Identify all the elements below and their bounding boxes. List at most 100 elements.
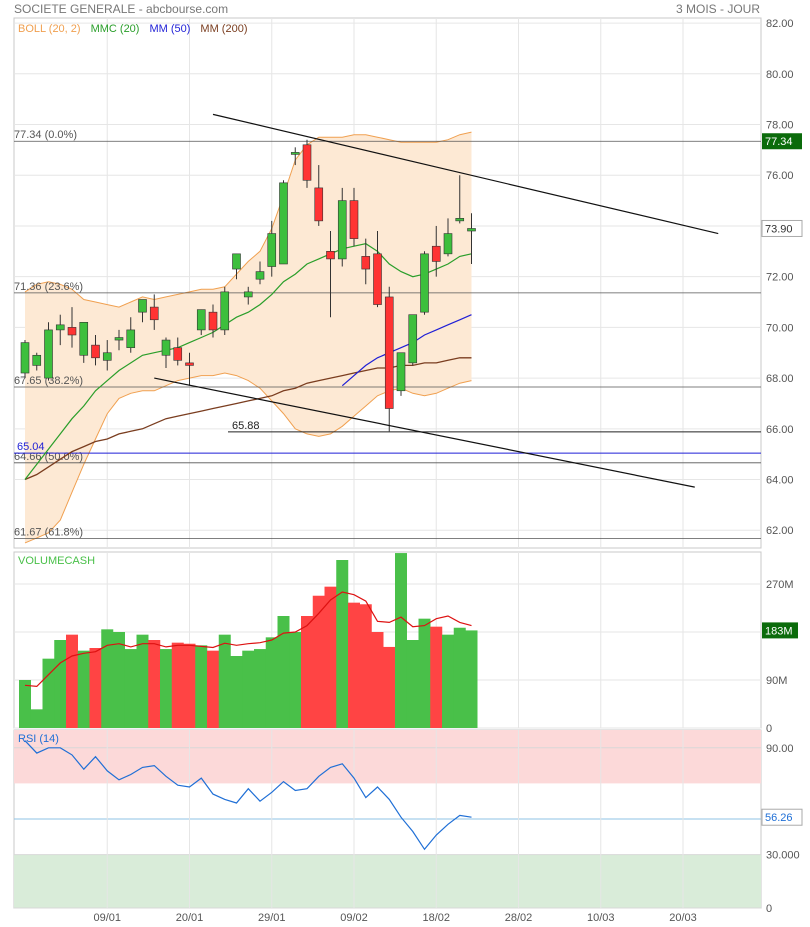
mmc20-line [24,243,472,480]
x-tick-label: 28/02 [505,912,533,924]
candle-down [326,251,335,260]
legend-mmc20: MMC (20) [91,23,140,35]
volume-bar-down [312,595,325,728]
price-tick-label: 76.00 [766,170,794,182]
last-price-badge-label: 73.90 [765,223,793,235]
volume-bar-up [124,649,137,728]
volume-bar-down [348,602,360,728]
x-tick-label: 09/02 [340,912,368,924]
volume-bar-up [101,629,114,728]
volume-tick-label: 0 [766,723,772,735]
candle-up [243,291,253,298]
volume-tick-label: 90M [766,675,787,687]
volume-bar-down [301,616,313,728]
candle-down [384,296,394,409]
volume-bar-up [406,640,419,728]
volume-bar-down [371,632,384,728]
mm50-line [341,314,472,387]
candle-up [396,352,406,392]
rsi-tick-label: 90.00 [766,743,794,755]
candle-up [126,329,136,348]
candle-up [161,339,171,356]
rsi-tick-label: 30.000 [766,850,800,862]
bollinger-band-fill [25,132,472,543]
candle-up [279,182,288,265]
candle-up [220,291,230,331]
rsi-tick-label: 0 [766,903,772,915]
volume-bar-down [207,650,219,728]
price-panel [13,17,762,549]
trendline [154,377,695,488]
volume-average-line [24,591,472,688]
volume-bar-up [77,650,90,728]
x-tick-label: 18/02 [422,912,450,924]
candle-up [443,233,453,255]
candle-down [349,200,359,239]
volume-bar-down [148,640,161,728]
candle-up [20,342,30,374]
volume-bar-up [265,637,278,728]
x-tick-label: 10/03 [587,912,615,924]
volume-bar-up [242,650,255,728]
last-price-badge [761,219,803,237]
fibonacci-label: 64.66 (50.0%) [14,451,83,463]
volume-bar-up [418,618,431,728]
x-tick-label: 29/01 [258,912,286,924]
fibonacci-label: 77.34 (0.0%) [14,129,77,141]
volume-bar-down [430,626,443,728]
candle-up [196,309,206,331]
price-tick-label: 70.00 [766,322,794,334]
x-tick-label: 20/03 [669,912,697,924]
volume-bar-up [336,560,349,728]
legend-boll: BOLL (20, 2) [18,23,81,35]
volume-bar-up [277,616,290,728]
price-tick-label: 78.00 [766,120,794,132]
volume-bar-up [289,632,302,728]
rsi-overbought-zone [14,730,761,784]
volume-bar-up [30,709,43,728]
volume-bar-up [465,630,478,728]
price-tick-label: 80.00 [766,69,794,81]
volume-badge [762,622,798,639]
price-tick-label: 82.00 [766,18,794,30]
candle-up [114,337,124,341]
volume-bar-up [254,649,266,728]
legend-mm50: MM (50) [149,23,190,35]
volume-bar-down [171,642,184,728]
volume-bar-up [453,627,466,728]
volume-bar-up [195,645,208,728]
volume-bar-up [442,634,454,728]
period-label: 3 MOIS - JOUR [675,2,760,16]
price-tick-label: 68.00 [766,373,794,385]
candle-up [138,299,147,313]
candle-up [44,329,53,379]
candle-down [173,347,183,361]
candle-up [255,271,265,280]
rsi-badge [761,808,803,826]
candle-down [91,344,100,359]
candle-up [290,152,300,155]
trendline [212,113,719,235]
volume-bar-up [160,649,172,728]
candle-down [185,362,194,366]
candle-up [79,322,89,356]
candle-down [302,144,312,181]
volume-title: VOLUMECASH [18,555,95,567]
candle-up [232,253,241,270]
candle-up [55,324,65,331]
candle-up [337,200,347,260]
rsi-line [24,740,472,851]
volume-bar-up [230,656,243,728]
rsi-title: RSI (14) [18,733,59,745]
volume-bar-up [395,553,407,728]
candle-up [455,218,465,222]
candle-up [420,253,429,313]
fibonacci-label: 61.67 (61.8%) [14,527,83,539]
candle-down [431,245,441,262]
candle-up [408,314,418,364]
candle-up [467,228,476,232]
volume-bar-down [359,604,372,728]
fibonacci-label: 67.65 (38.2%) [14,375,83,387]
fibonacci-label: 71.36 (23.6%) [14,281,83,293]
